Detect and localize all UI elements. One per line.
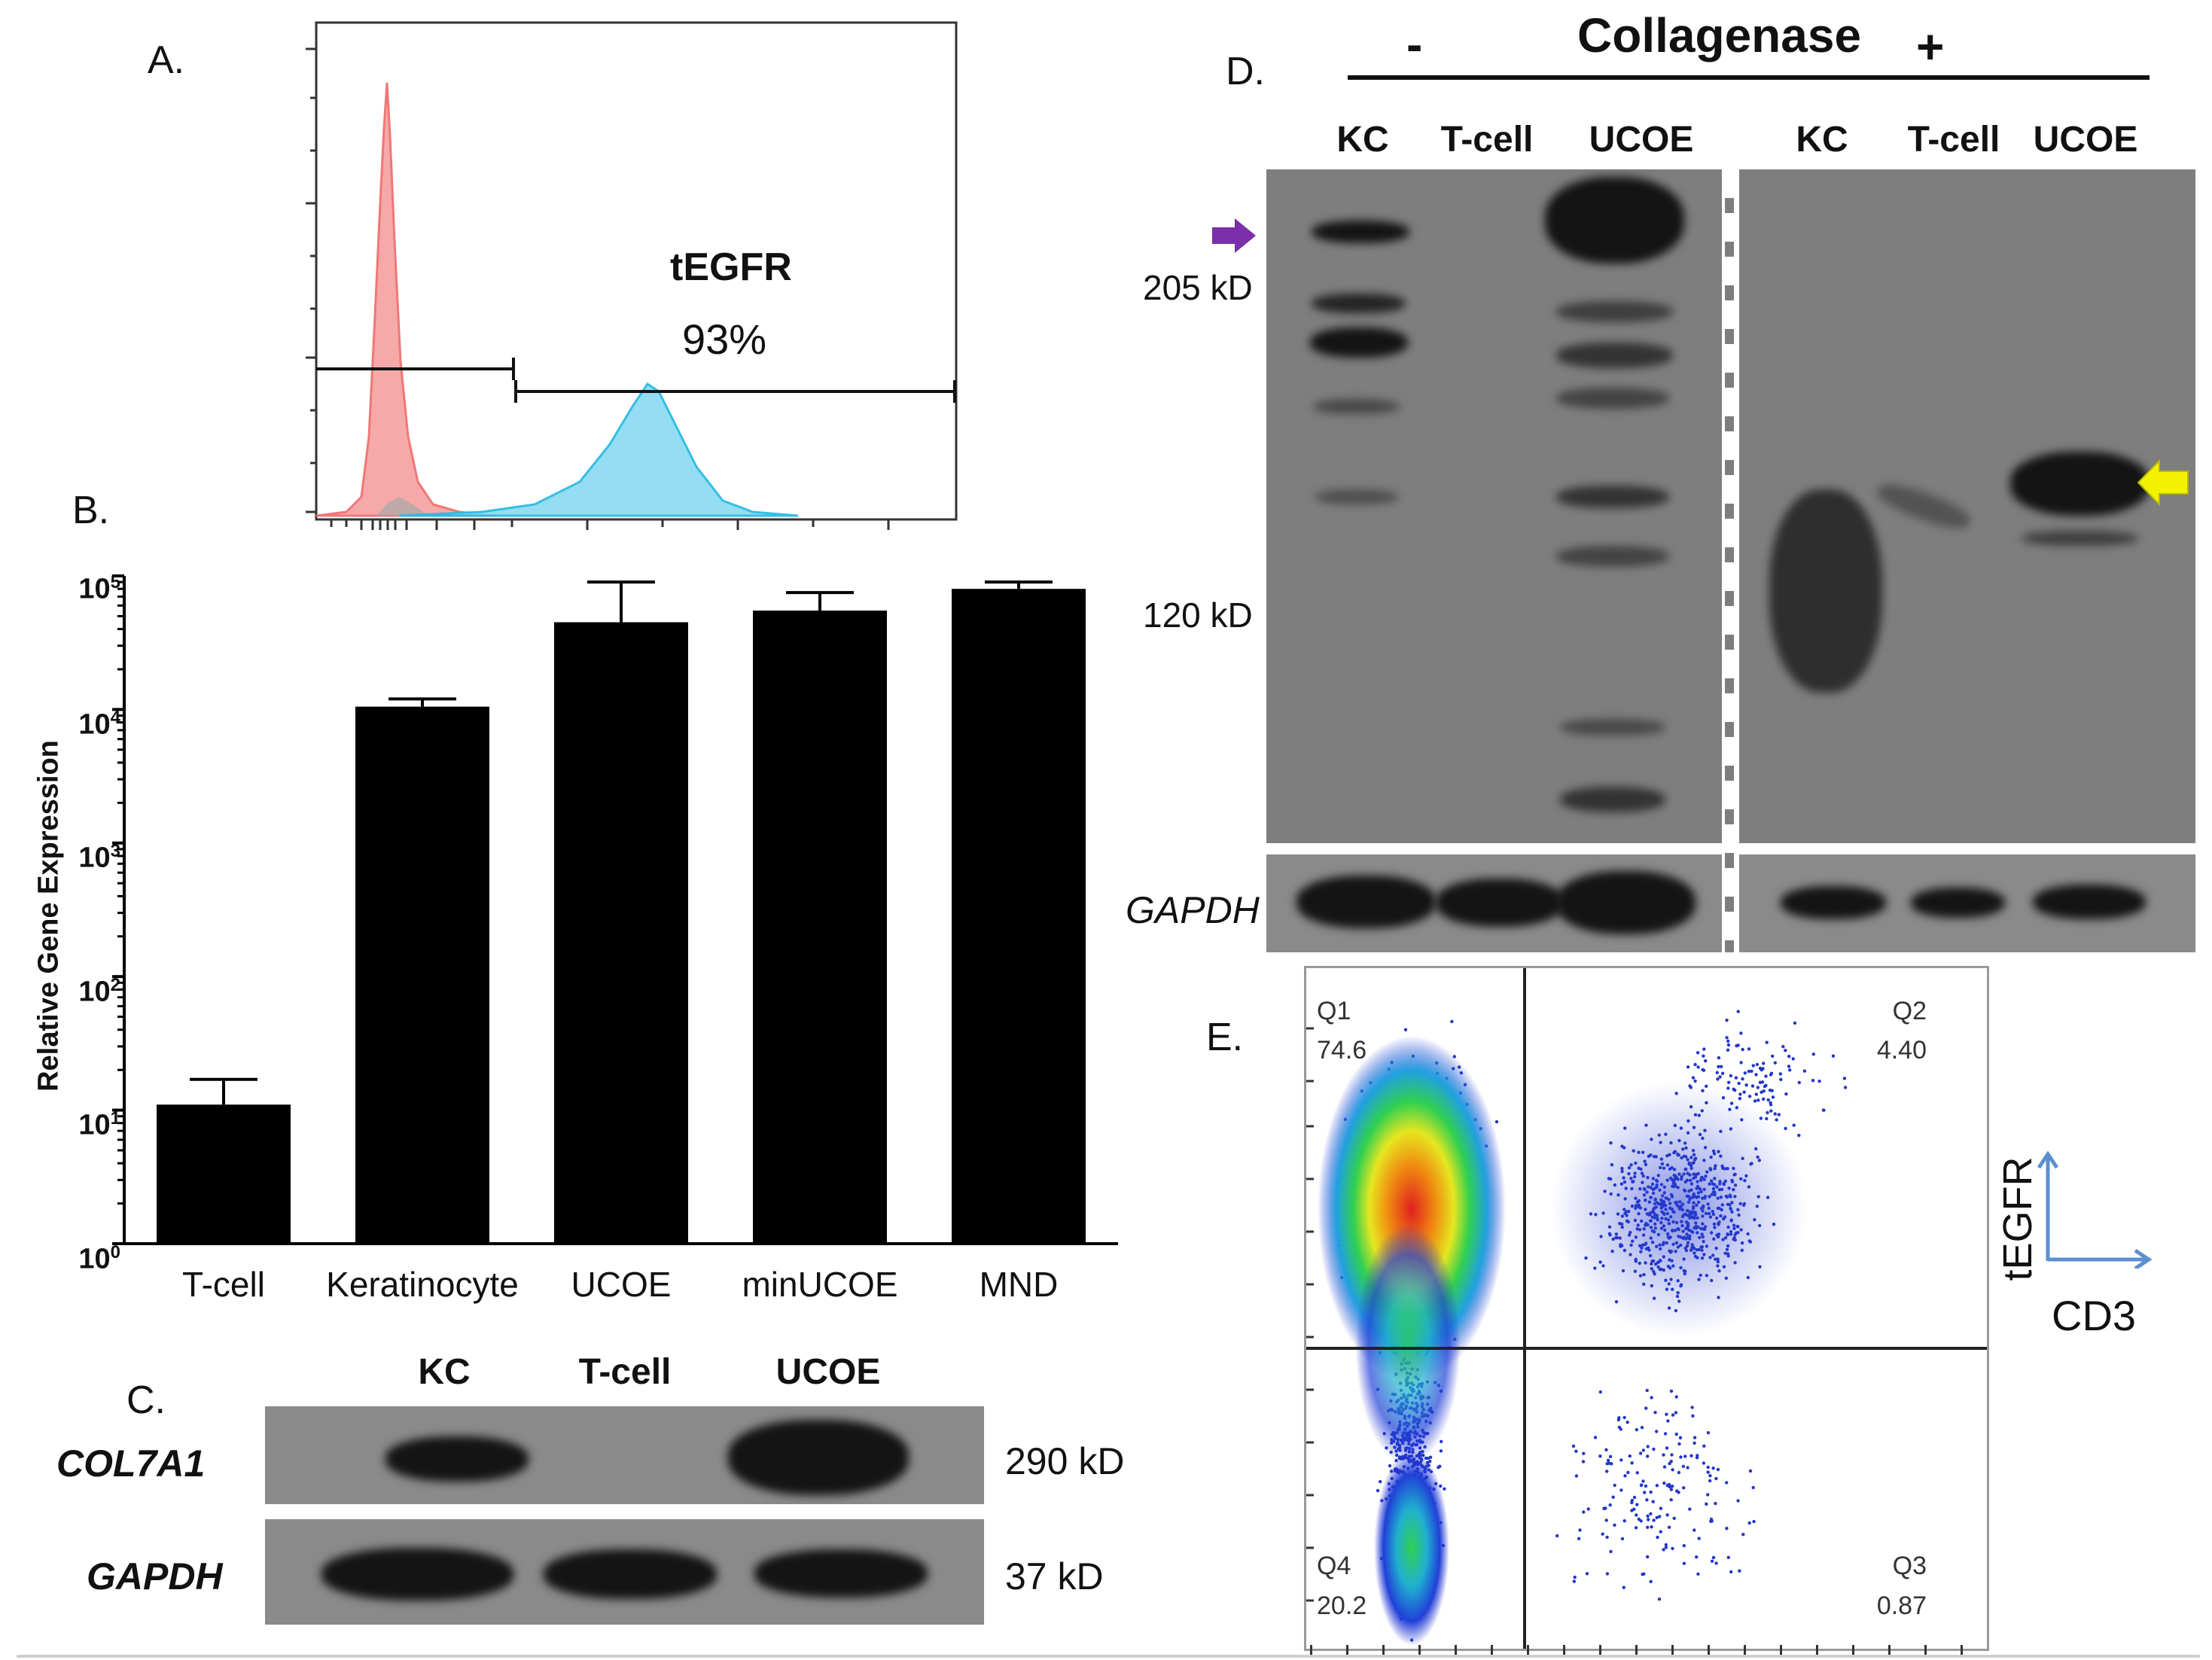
gapdh-label-d: GAPDH: [1126, 889, 1260, 931]
blot-d-gapdh-plus: [1739, 854, 2195, 952]
control-histogram: [315, 82, 498, 517]
scatter-frame: Q1 74.6 Q2 4.40 Q3 0.87 Q4 20.2: [1304, 966, 1989, 1651]
collagenase-rule: [1348, 75, 2150, 80]
x-tick-label: UCOE: [571, 1265, 672, 1304]
y-tick-labels: 100 101 102 103 104 105: [53, 557, 120, 1275]
gate-percent: 93%: [682, 315, 767, 363]
bottom-rule: [17, 1655, 2200, 1658]
blot-row-label-gapdh: GAPDH: [87, 1555, 223, 1598]
lane-label-tcell: T-cell: [578, 1352, 672, 1392]
y-tick-label: 103: [78, 841, 120, 874]
quadrant-value-q4: 20.2: [1317, 1591, 1367, 1620]
plus-sign: +: [1916, 20, 1945, 74]
x-tick-label: Keratinocyte: [326, 1265, 519, 1304]
mw-37: 37 kD: [1005, 1555, 1104, 1598]
y-tick-label: 102: [78, 975, 120, 1008]
lane-label-ucoe-plus: UCOE: [2033, 120, 2138, 160]
panel-e-label: E.: [1206, 1016, 1244, 1059]
transduced-histogram: [398, 382, 799, 517]
y-tick-label: 101: [78, 1108, 120, 1141]
axis-direction-icon: [2037, 1150, 2153, 1269]
x-tick-label: MND: [980, 1265, 1059, 1304]
quadrant-value-q1: 74.6: [1317, 1036, 1367, 1065]
cleaved-arrow-icon: [2137, 459, 2189, 506]
panel-d-label: D.: [1226, 50, 1265, 93]
x-tick-label: T-cell: [182, 1265, 265, 1304]
enzyme-label: Collagenase: [1577, 8, 1862, 62]
bar-minucoe: [753, 611, 887, 1244]
lane-label-kc: KC: [418, 1352, 471, 1392]
blot-d-minus: [1266, 169, 1722, 843]
quadrant-name-q3: Q3: [1892, 1552, 1927, 1580]
mw-205: 205 kD: [1143, 268, 1253, 307]
panel-a-histogram: [306, 21, 958, 530]
bar-tcell: [157, 1104, 291, 1244]
blot-d-plus: [1739, 169, 2195, 843]
quadrant-value-q3: 0.87: [1876, 1591, 1927, 1620]
quadrant-name-q4: Q4: [1317, 1552, 1351, 1580]
lane-label-kc-plus: KC: [1796, 120, 1848, 160]
x-tick-label: minUCOE: [742, 1265, 897, 1304]
bar-chart: T-cell Keratinocyte UCOE minUCOE MND: [112, 574, 1118, 1304]
quadrant-name-q2: Q2: [1892, 997, 1927, 1025]
quadrant-value-q2: 4.40: [1876, 1036, 1927, 1065]
lane-label-tcell-plus: T-cell: [1907, 120, 2000, 160]
blot-col7a1: [265, 1406, 984, 1504]
y-tick-label: 105: [78, 572, 120, 605]
lane-label-ucoe-minus: UCOE: [1589, 120, 1694, 160]
y-axis-name: tEGFR: [1995, 1156, 2040, 1281]
mw-290: 290 kD: [1005, 1440, 1125, 1482]
scatter-bottom-ticks: [1310, 1645, 1973, 1655]
flow-scatter: [1306, 968, 1987, 1649]
bar-keratinocyte: [355, 706, 489, 1244]
full-length-arrow-icon: [1212, 218, 1256, 253]
lane-label-kc-minus: KC: [1336, 120, 1389, 160]
mw-120: 120 kD: [1143, 595, 1253, 635]
y-tick-label: 100: [78, 1242, 120, 1275]
lane-label-tcell-minus: T-cell: [1440, 120, 1534, 160]
quadrant-name-q1: Q1: [1317, 997, 1351, 1025]
x-axis-name: CD3: [2052, 1292, 2137, 1339]
lane-label-ucoe: UCOE: [775, 1352, 881, 1392]
gate-name: tEGFR: [670, 245, 792, 289]
blot-d-gapdh-minus: [1266, 854, 1722, 952]
blot-row-label-col7a1: COL7A1: [56, 1442, 206, 1485]
minus-sign: -: [1406, 17, 1423, 72]
bar-mnd: [952, 589, 1086, 1244]
bar-ucoe: [554, 622, 688, 1244]
panel-a-label: A.: [148, 38, 185, 82]
blot-gapdh-c: [265, 1519, 984, 1625]
lane-separator: [1725, 169, 1734, 952]
panel-b-label: B.: [72, 489, 110, 532]
panel-c-label: C.: [126, 1378, 166, 1422]
